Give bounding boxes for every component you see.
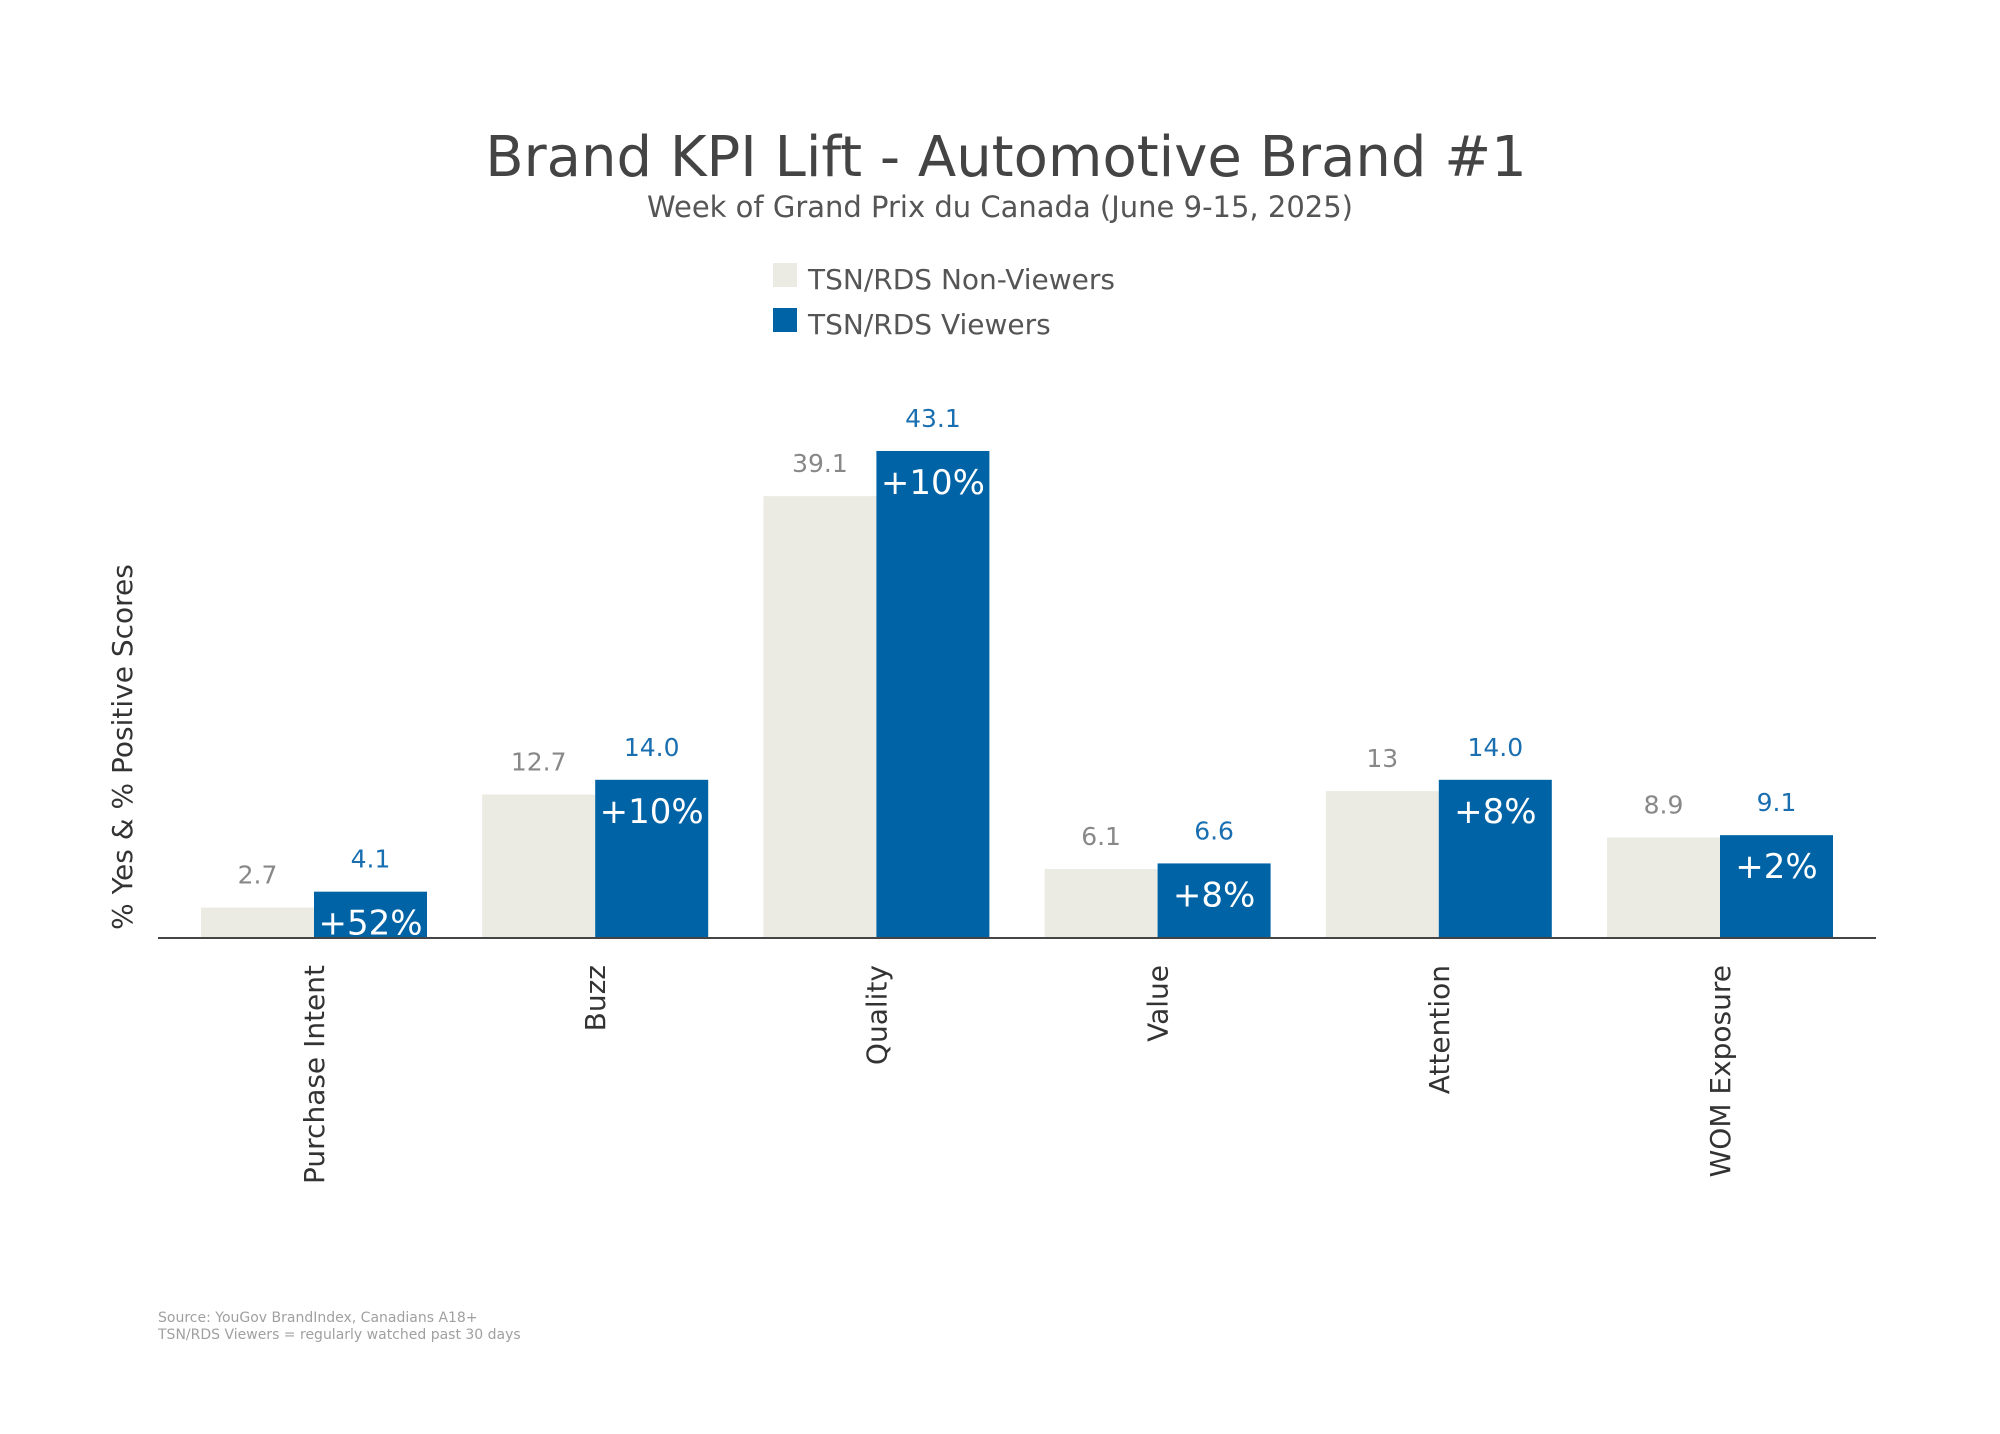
legend-label-viewers: TSN/RDS Viewers <box>807 308 1051 341</box>
category-group: 39.1 43.1 +10% Quality <box>763 404 990 1065</box>
footnote-definition: TSN/RDS Viewers = regularly watched past… <box>158 1327 521 1343</box>
bar-viewers <box>314 891 427 938</box>
bar-non-viewers <box>763 496 877 938</box>
value-label: 2.7 <box>238 860 278 889</box>
category-group: 12.7 14.0 +10% Buzz <box>482 733 709 1031</box>
category-label: Purchase Intent <box>298 965 331 1184</box>
lift-label: +8% <box>1454 792 1536 832</box>
legend-swatch-non-viewers <box>773 263 797 287</box>
category-label: WOM Exposure <box>1704 965 1737 1177</box>
value-label: 43.1 <box>905 404 961 433</box>
bar-non-viewers <box>1607 837 1720 938</box>
value-label: 39.1 <box>792 449 848 478</box>
y-axis-label: % Yes & % Positive Scores <box>106 564 139 930</box>
bar-viewers <box>595 779 709 938</box>
lift-label: +2% <box>1735 847 1817 887</box>
value-label: 12.7 <box>511 747 567 776</box>
value-label: 14.0 <box>624 733 680 762</box>
legend: TSN/RDS Non-Viewers TSN/RDS Viewers <box>773 263 1115 341</box>
bar-non-viewers <box>1044 869 1158 938</box>
bar-non-viewers <box>482 794 596 938</box>
bar-viewers <box>1720 835 1833 938</box>
legend-label-non-viewers: TSN/RDS Non-Viewers <box>807 263 1115 296</box>
value-label: 6.6 <box>1194 816 1234 845</box>
value-label: 4.1 <box>351 845 391 874</box>
category-label: Buzz <box>579 965 612 1031</box>
footnote-source: Source: YouGov BrandIndex, Canadians A18… <box>158 1310 478 1326</box>
lift-label: +10% <box>600 792 704 832</box>
value-label: 8.9 <box>1644 790 1684 819</box>
chart-title: Brand KPI Lift - Automotive Brand #1 <box>485 125 1527 190</box>
value-label: 9.1 <box>1757 788 1797 817</box>
legend-swatch-viewers <box>773 308 797 332</box>
category-group: 6.1 6.6 +8% Value <box>1044 816 1271 1042</box>
value-label: 14.0 <box>1467 733 1523 762</box>
bar-non-viewers <box>1325 791 1439 938</box>
lift-label: +8% <box>1173 875 1255 915</box>
category-label: Quality <box>860 965 893 1065</box>
bars: 2.74.1+52%Purchase Intent12.714.0+10%Buz… <box>201 404 1833 1184</box>
category-group: 8.9 9.1 +2% WOM Exposure <box>1607 788 1833 1177</box>
chart-subtitle: Week of Grand Prix du Canada (June 9-15,… <box>647 190 1353 224</box>
lift-label: +10% <box>881 463 985 503</box>
category-group: 13 14.0 +8% Attention <box>1325 733 1552 1094</box>
category-group: 2.74.1+52%Purchase Intent <box>201 845 427 1184</box>
bar-viewers <box>876 450 990 938</box>
value-label: 13 <box>1366 744 1398 773</box>
bar-non-viewers <box>201 907 314 938</box>
bar-viewers <box>1438 779 1552 938</box>
value-label: 6.1 <box>1081 822 1121 851</box>
bar-viewers <box>1157 863 1271 938</box>
category-label: Value <box>1142 965 1175 1042</box>
category-label: Attention <box>1423 965 1456 1094</box>
